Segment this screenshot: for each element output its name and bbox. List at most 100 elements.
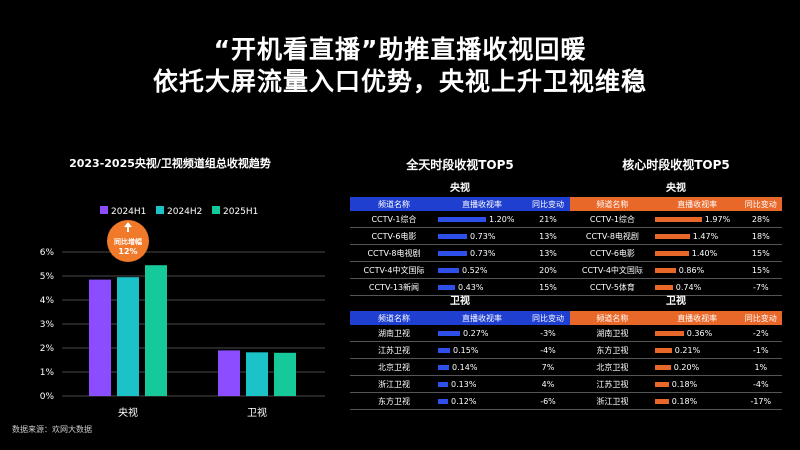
growth-badge-label: 同比增幅 bbox=[114, 237, 142, 246]
col-channel: 频道名称 bbox=[570, 197, 655, 211]
table-row: 北京卫视 0.20% 1% bbox=[570, 358, 782, 376]
rating-cell: 0.36% bbox=[654, 325, 740, 342]
col-change: 同比变动 bbox=[526, 311, 570, 325]
rating-bar bbox=[654, 347, 672, 353]
col-change: 同比变动 bbox=[739, 311, 782, 325]
rating-value: 0.12% bbox=[451, 396, 477, 406]
rating-cell: 0.13% bbox=[438, 375, 526, 393]
change-value: -2% bbox=[739, 325, 782, 342]
rating-cell: 0.27% bbox=[438, 325, 526, 342]
rating-bar bbox=[438, 330, 460, 336]
legend-swatch bbox=[212, 206, 220, 214]
all-day-satellite-label: 卫视 bbox=[450, 296, 470, 307]
legend-swatch bbox=[156, 206, 164, 214]
rating-value: 0.27% bbox=[463, 328, 489, 338]
rating-cell: 0.43% bbox=[438, 278, 526, 296]
all-day-satellite-table: 频道名称 直播收视率 同比变动 湖南卫视 0.27% -3% 江苏卫视 0.15% -4%… bbox=[350, 311, 570, 410]
data-source: 数据来源：欢网大数据 bbox=[12, 425, 92, 434]
col-rating: 直播收视率 bbox=[654, 197, 740, 211]
change-value: -7% bbox=[739, 278, 782, 296]
table-row: 东方卫视 0.21% -1% bbox=[570, 341, 782, 359]
rating-bar bbox=[654, 216, 702, 222]
channel-name: CCTV-1综合 bbox=[350, 211, 438, 228]
table-row: 江苏卫视 0.15% -4% bbox=[350, 341, 570, 359]
channel-name: CCTV-8电视剧 bbox=[570, 227, 655, 245]
prime-time-panel: 核心时段收视TOP5 央视 频道名称 直播收视率 同比变动 CCTV-1综合 1.… bbox=[570, 150, 782, 410]
bar bbox=[274, 352, 296, 396]
rating-bar bbox=[654, 267, 676, 273]
rating-cell: 0.18% bbox=[654, 392, 740, 410]
rating-bar bbox=[654, 381, 669, 387]
rating-bar bbox=[654, 364, 671, 370]
channel-name: CCTV-6电影 bbox=[570, 244, 655, 262]
all-day-cctv-label: 央视 bbox=[450, 183, 470, 194]
change-value: -4% bbox=[739, 375, 782, 393]
table-row: 湖南卫视 0.36% -2% bbox=[570, 325, 782, 342]
rating-value: 0.36% bbox=[686, 328, 713, 338]
col-rating: 直播收视率 bbox=[438, 197, 526, 211]
change-value: 4% bbox=[526, 375, 570, 393]
channel-name: CCTV-4中文国际 bbox=[570, 261, 655, 279]
change-value: 15% bbox=[739, 261, 782, 279]
rating-bar bbox=[438, 216, 486, 222]
rating-value: 0.73% bbox=[470, 231, 496, 241]
channel-name: 东方卫视 bbox=[570, 341, 655, 359]
rating-cell: 0.18% bbox=[654, 375, 740, 393]
channel-name: 北京卫视 bbox=[350, 358, 438, 376]
change-value: 28% bbox=[739, 211, 782, 228]
chart-title: 2023-2025央视/卫视频道组总收视趋势 bbox=[69, 156, 271, 170]
prime-time-cctv-label: 央视 bbox=[666, 183, 686, 194]
prime-time-satellite-label: 卫视 bbox=[666, 296, 686, 307]
rating-bar bbox=[654, 398, 669, 404]
table-row: 浙江卫视 0.13% 4% bbox=[350, 375, 570, 393]
rating-bar bbox=[654, 233, 690, 239]
rating-bar bbox=[438, 233, 467, 239]
rating-cell: 1.20% bbox=[438, 211, 526, 228]
col-rating: 直播收视率 bbox=[438, 311, 526, 325]
table-row: 北京卫视 0.14% 7% bbox=[350, 358, 570, 376]
rating-value: 0.14% bbox=[452, 362, 478, 372]
ratings-bar-chart: 2023-2025央视/卫视频道组总收视趋势 2024H1 2024H2 2025H1… bbox=[40, 156, 325, 419]
change-value: 13% bbox=[526, 244, 570, 262]
table-row: 湖南卫视 0.27% -3% bbox=[350, 325, 570, 342]
legend-label: 2025H1 bbox=[223, 207, 258, 217]
headline-line2: 依托大屏流量入口优势，央视上升卫视维稳 bbox=[152, 67, 647, 96]
channel-name: 北京卫视 bbox=[570, 358, 655, 376]
rating-value: 0.86% bbox=[678, 265, 705, 275]
rating-value: 0.52% bbox=[462, 265, 488, 275]
bar bbox=[117, 277, 139, 396]
rating-bar bbox=[438, 398, 448, 404]
rating-value: 0.18% bbox=[671, 379, 698, 389]
channel-name: 浙江卫视 bbox=[350, 375, 438, 393]
rating-value: 1.47% bbox=[692, 231, 719, 241]
rating-cell: 0.73% bbox=[438, 227, 526, 245]
rating-value: 0.73% bbox=[470, 248, 496, 258]
arrow-up-icon bbox=[124, 222, 132, 232]
table-row: 东方卫视 0.12% -6% bbox=[350, 392, 570, 410]
table-row: CCTV-8电视剧 1.47% 18% bbox=[570, 227, 782, 245]
bar bbox=[89, 279, 111, 396]
table-row: CCTV-5体育 0.74% -7% bbox=[570, 278, 782, 296]
change-value: 7% bbox=[526, 358, 570, 376]
y-tick-label: 2% bbox=[40, 344, 55, 354]
table-row: 江苏卫视 0.18% -4% bbox=[570, 375, 782, 393]
rating-cell: 0.12% bbox=[438, 392, 526, 410]
change-value: -1% bbox=[739, 341, 782, 359]
table-row: 浙江卫视 0.18% -17% bbox=[570, 392, 782, 410]
rating-value: 0.21% bbox=[674, 345, 701, 355]
change-value: -17% bbox=[739, 392, 782, 410]
table-row: CCTV-4中文国际 0.86% 15% bbox=[570, 261, 782, 279]
col-rating: 直播收视率 bbox=[654, 311, 740, 325]
table-body: 湖南卫视 0.36% -2% 东方卫视 0.21% -1% 北京卫视 0.20% 1% 江苏卫视 0… bbox=[570, 325, 782, 410]
legend-label: 2024H1 bbox=[111, 207, 146, 217]
x-category-label: 卫视 bbox=[247, 406, 267, 419]
rating-value: 0.20% bbox=[673, 362, 700, 372]
channel-name: CCTV-13新闻 bbox=[350, 278, 438, 296]
all-day-cctv-table: 频道名称 直播收视率 同比变动 CCTV-1综合 1.20% 21% CCTV-6电影… bbox=[350, 197, 570, 296]
prime-time-title: 核心时段收视TOP5 bbox=[622, 158, 730, 172]
channel-name: CCTV-6电影 bbox=[350, 227, 438, 245]
channel-name: 东方卫视 bbox=[350, 392, 438, 410]
y-tick-label: 4% bbox=[40, 296, 55, 306]
channel-name: CCTV-1综合 bbox=[570, 211, 655, 228]
bar bbox=[145, 265, 167, 396]
